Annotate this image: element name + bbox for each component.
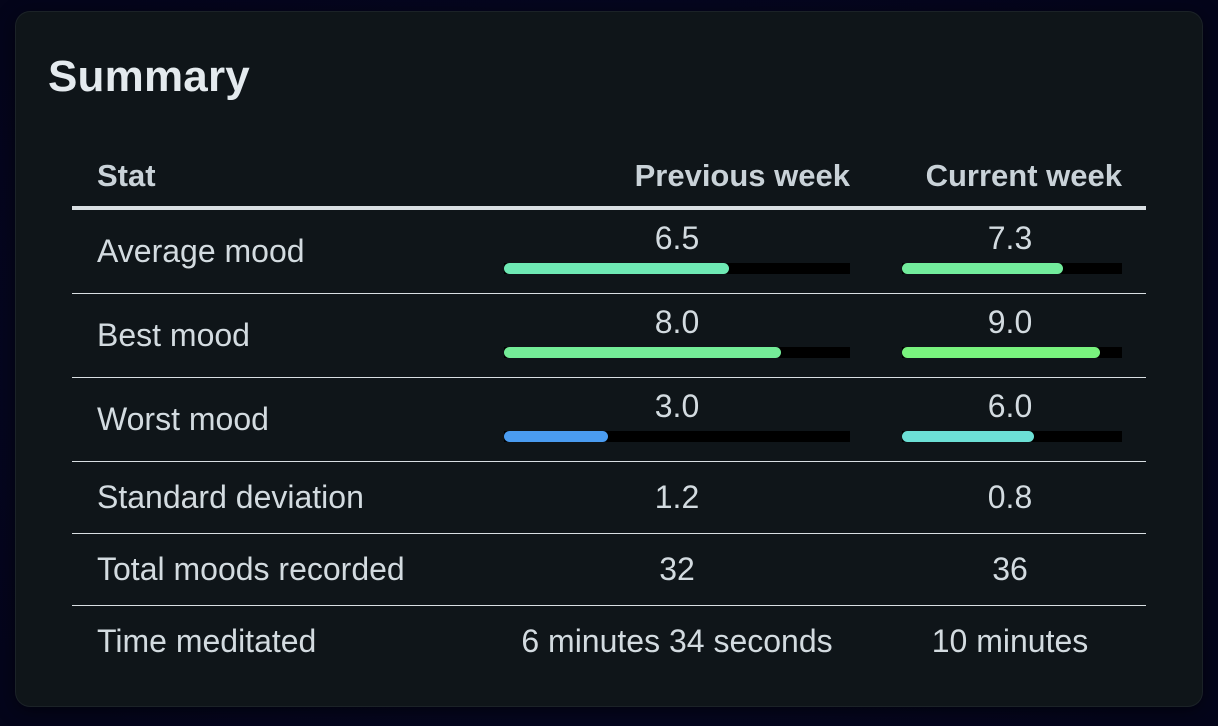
stat-label: Best mood [72,293,480,378]
mood-bar-track [504,346,850,358]
mood-bar-fill [902,346,1100,358]
current-week-value: 7.3 [987,219,1033,256]
mood-bar-track [504,430,850,442]
table-row: Total moods recorded 32 36 [72,533,1146,606]
previous-week-cell: 3.0 [480,377,874,462]
mood-bar-fill [902,262,1063,274]
summary-card: Summary Stat Previous week Current week … [16,12,1202,706]
table-row: Best mood 8.0 9.0 [72,293,1146,378]
table-row: Average mood 6.5 7.3 [72,208,1146,294]
stat-label: Total moods recorded [72,533,480,606]
table-header-row: Stat Previous week Current week [72,146,1146,210]
current-week-value: 0.8 [874,461,1146,534]
previous-week-cell: 6.5 [480,208,874,294]
previous-week-value: 32 [480,533,874,606]
current-week-value: 36 [874,533,1146,606]
table-row: Time meditated 6 minutes 34 seconds 10 m… [72,606,1146,677]
summary-table: Stat Previous week Current week Average … [72,146,1146,676]
column-header-stat: Stat [72,146,480,210]
table-row: Standard deviation 1.2 0.8 [72,461,1146,534]
mood-bar-track [902,430,1122,442]
current-week-value: 9.0 [987,303,1033,340]
mood-bar-fill [902,430,1034,442]
mood-bar-track [902,262,1122,274]
current-week-cell: 6.0 [874,377,1146,462]
mood-bar-track [902,346,1122,358]
mood-bar-track [504,262,850,274]
previous-week-value: 8.0 [654,303,700,340]
mood-bar-fill [504,346,781,358]
table-row: Worst mood 3.0 6.0 [72,377,1146,462]
previous-week-cell: 8.0 [480,293,874,378]
current-week-value: 6.0 [987,387,1033,424]
stat-label: Standard deviation [72,461,480,534]
previous-week-value: 6 minutes 34 seconds [521,622,833,659]
stat-label: Time meditated [97,622,317,659]
current-week-cell: 9.0 [874,293,1146,378]
stat-label: Average mood [72,208,480,294]
previous-week-value: 1.2 [480,461,874,534]
previous-week-value: 3.0 [654,387,700,424]
column-header-previous-week: Previous week [480,146,874,210]
current-week-value: 10 minutes [931,622,1089,659]
stat-label: Worst mood [72,377,480,462]
column-header-current-week: Current week [874,146,1146,210]
current-week-cell: 7.3 [874,208,1146,294]
summary-title: Summary [48,52,250,101]
mood-bar-fill [504,262,729,274]
previous-week-value: 6.5 [654,219,700,256]
mood-bar-fill [504,430,608,442]
